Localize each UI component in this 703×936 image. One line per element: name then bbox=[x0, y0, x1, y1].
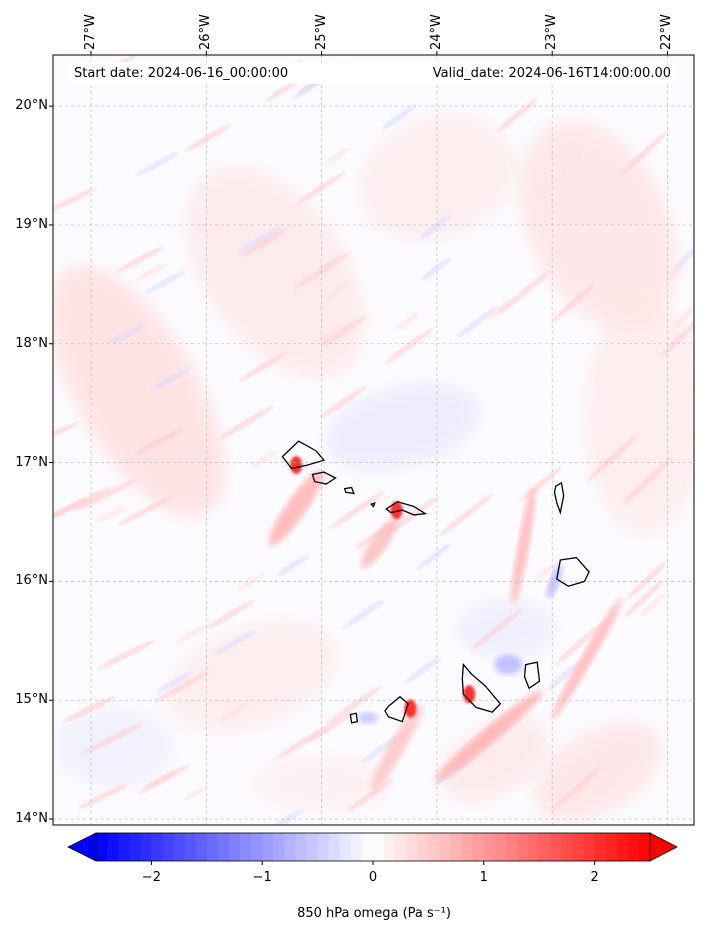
map-frame bbox=[52, 54, 695, 826]
colorbar-tick-label: 2 bbox=[590, 870, 599, 885]
colorbar-bin bbox=[616, 833, 629, 861]
colorbar-bin bbox=[505, 833, 518, 861]
colorbar-bin bbox=[561, 833, 574, 861]
header-box bbox=[68, 62, 676, 84]
island-s-o-nicolau bbox=[385, 501, 428, 516]
colorbar-bin bbox=[461, 833, 474, 861]
start-date-label: Start date: 2024-06-16_00:00:00 bbox=[74, 66, 289, 81]
colorbar-bin bbox=[295, 833, 308, 861]
colorbar-bin bbox=[638, 833, 651, 861]
colorbar-bin bbox=[273, 833, 285, 861]
colorbar-bin bbox=[306, 833, 319, 861]
colorbar-bin bbox=[129, 833, 141, 861]
colorbar-bin bbox=[494, 833, 507, 861]
colorbar-bin bbox=[317, 833, 330, 861]
lon-ticks bbox=[90, 51, 668, 55]
colorbar-bin bbox=[206, 833, 219, 861]
colorbar-bin bbox=[251, 833, 263, 861]
colorbar-bin bbox=[373, 833, 385, 861]
island-fogo bbox=[384, 695, 409, 723]
colorbar-bin bbox=[328, 833, 341, 861]
lon-tick-label: 25°W bbox=[313, 14, 329, 50]
omega-field bbox=[53, 55, 694, 825]
colorbar-bin bbox=[228, 833, 241, 861]
colorbar-bin bbox=[173, 833, 186, 861]
island-branco bbox=[370, 501, 376, 508]
colorbar bbox=[67, 832, 678, 865]
colorbar-title: 850 hPa omega (Pa s⁻¹) bbox=[297, 906, 451, 921]
colorbar-bin bbox=[217, 833, 230, 861]
colorbar-bin bbox=[417, 833, 429, 861]
coastlines bbox=[281, 440, 590, 724]
island-sal bbox=[553, 481, 565, 515]
lon-tick-label: 24°W bbox=[428, 14, 444, 50]
colorbar-bin bbox=[483, 833, 496, 861]
island-santa-luzia bbox=[343, 486, 355, 495]
island-santiago bbox=[461, 662, 502, 713]
lat-tick-label: 14°N bbox=[15, 811, 48, 827]
colorbar-bin bbox=[439, 833, 452, 861]
colorbar-bin bbox=[184, 833, 197, 861]
lon-tick-label: 26°W bbox=[198, 14, 214, 50]
colorbar-bin bbox=[395, 833, 407, 861]
lon-tick-label: 23°W bbox=[544, 14, 560, 50]
lon-tick-label: 22°W bbox=[659, 14, 675, 50]
colorbar-bin bbox=[450, 833, 463, 861]
colorbar-bin bbox=[96, 833, 108, 861]
colorbar-bin bbox=[406, 833, 418, 861]
colorbar-bin bbox=[627, 833, 640, 861]
island-santo-ant-o bbox=[281, 440, 326, 470]
colorbar-bin bbox=[572, 833, 585, 861]
colorbar-bin bbox=[517, 833, 529, 861]
lon-tick-label: 27°W bbox=[83, 14, 99, 50]
island-maio bbox=[523, 661, 541, 690]
colorbar-extend-high bbox=[649, 832, 678, 862]
colorbar-bin bbox=[583, 833, 596, 861]
colorbar-tick-label: 0 bbox=[368, 870, 378, 885]
colorbar-bin bbox=[428, 833, 441, 861]
colorbar-bin bbox=[162, 833, 175, 861]
colorbar-bin bbox=[605, 833, 618, 861]
colorbar-bin bbox=[528, 833, 540, 861]
colorbar-bin bbox=[550, 833, 562, 861]
colorbar-tick-label: 1 bbox=[479, 870, 488, 885]
colorbar-tick-label: −2 bbox=[141, 870, 161, 885]
colorbar-bin bbox=[107, 833, 119, 861]
colorbar-bin bbox=[140, 833, 152, 861]
lat-tick-label: 15°N bbox=[15, 692, 48, 708]
lat-tick-label: 16°N bbox=[15, 573, 48, 589]
colorbar-bin bbox=[594, 833, 607, 861]
lat-tick-label: 20°N bbox=[15, 98, 48, 114]
valid-date-label: Valid_date: 2024-06-16T14:00:00.00 bbox=[432, 66, 671, 81]
colorbar-bin bbox=[195, 833, 208, 861]
island-boa-vista bbox=[556, 556, 590, 587]
gridlines bbox=[53, 55, 694, 825]
lat-tick-label: 17°N bbox=[15, 454, 48, 470]
island-brava bbox=[349, 712, 359, 724]
colorbar-bin bbox=[118, 833, 130, 861]
colorbar-bin bbox=[350, 833, 363, 861]
colorbar-tick-label: −1 bbox=[252, 870, 272, 885]
island-s-o-vicente bbox=[311, 471, 337, 485]
colorbar-bin bbox=[284, 833, 297, 861]
colorbar-bin bbox=[472, 833, 485, 861]
lat-tick-label: 19°N bbox=[15, 216, 48, 232]
lat-tick-label: 18°N bbox=[15, 335, 48, 351]
colorbar-bin bbox=[240, 833, 252, 861]
colorbar-bin bbox=[384, 833, 396, 861]
colorbar-bin bbox=[339, 833, 352, 861]
colorbar-bin bbox=[361, 833, 374, 861]
lat-ticks bbox=[49, 105, 53, 820]
colorbar-bin bbox=[262, 833, 274, 861]
colorbar-extend-low bbox=[67, 832, 97, 862]
colorbar-bin bbox=[151, 833, 164, 861]
colorbar-bin bbox=[539, 833, 551, 861]
